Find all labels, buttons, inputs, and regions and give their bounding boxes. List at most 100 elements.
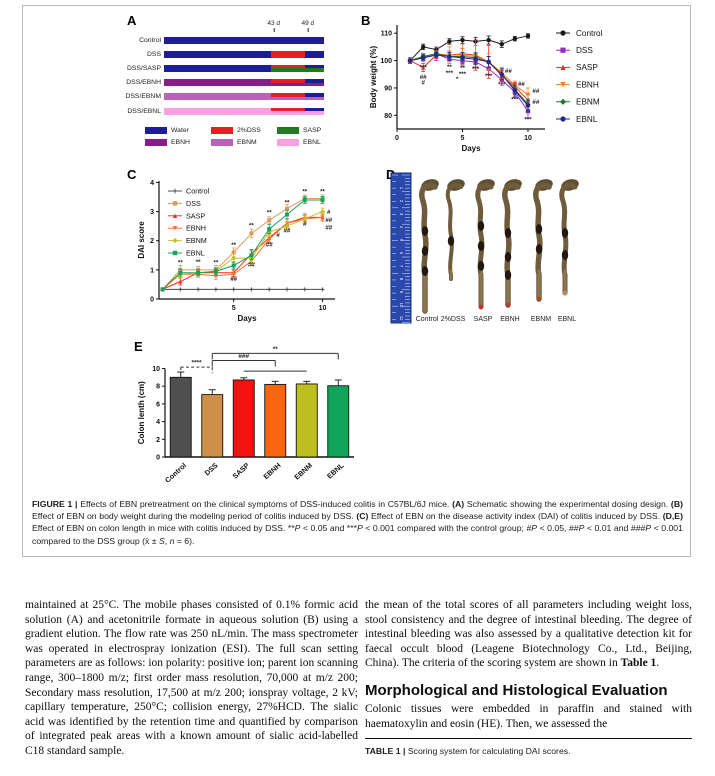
- svg-text:##: ##: [505, 68, 512, 75]
- figure-caption: FIGURE 1 | Effects of EBN pretreatment o…: [32, 499, 683, 546]
- panel-a-legend-item: EBNM: [211, 139, 277, 146]
- svg-text:11: 11: [399, 316, 404, 321]
- svg-text:***: ***: [511, 97, 519, 104]
- svg-text:Control: Control: [163, 461, 188, 485]
- svg-text:7: 7: [399, 265, 404, 268]
- timeline-mark: 43 d: [267, 20, 280, 32]
- dosing-bar: [164, 64, 324, 72]
- svg-text:***: ***: [498, 81, 506, 88]
- dosing-row: DSS/SASP: [115, 61, 361, 75]
- svg-text:4: 4: [156, 419, 160, 426]
- panel-a-legend-item: EBNL: [277, 139, 343, 146]
- svg-text:DSS: DSS: [186, 199, 201, 208]
- colon-group-label: EBNM: [531, 316, 551, 323]
- svg-text:**: **: [320, 189, 325, 196]
- svg-text:EBNM: EBNM: [186, 236, 207, 245]
- colon-group-label: 2%DSS: [441, 316, 466, 323]
- svg-text:**: **: [273, 346, 279, 353]
- svg-text:##: ##: [230, 276, 237, 283]
- svg-text:#: #: [276, 232, 280, 239]
- body-text-left-column: maintained at 25°C. The mobile phases co…: [25, 598, 358, 759]
- colon-photo-panel: 1 2 3 4 5 6 7 8 9 10 11 Control 2%DSS SASP EBNH EBNM EBN…: [389, 171, 664, 334]
- svg-text:10: 10: [399, 303, 404, 308]
- svg-text:DSS: DSS: [576, 46, 593, 55]
- svg-text:9: 9: [399, 291, 404, 294]
- svg-text:SASP: SASP: [186, 211, 205, 220]
- panel-a-legend-item: 2%DSS: [211, 127, 277, 134]
- svg-text:EBNL: EBNL: [576, 115, 598, 124]
- svg-text:110: 110: [381, 31, 392, 38]
- dosing-bar: [164, 36, 324, 44]
- svg-text:DAI score: DAI score: [137, 221, 146, 259]
- body-weight-line-chart: 80 90 100 110 0 5 10 Days Body weight (%) *** ## # *…: [367, 15, 667, 162]
- paragraph-scoring: the mean of the total scores of all para…: [365, 599, 692, 670]
- colon-specimen: [419, 179, 439, 314]
- panel-b-label: B: [361, 13, 371, 28]
- dosing-bar: [164, 79, 324, 87]
- svg-text:Days: Days: [237, 314, 257, 323]
- svg-text:**: **: [249, 223, 254, 230]
- section-heading: Morphological and Histological Evaluatio…: [365, 681, 668, 699]
- timeline-mark: 49 d: [301, 20, 314, 32]
- svg-text:Days: Days: [461, 144, 481, 153]
- svg-text:0: 0: [395, 135, 399, 142]
- svg-text:5: 5: [232, 305, 236, 312]
- svg-text:8: 8: [156, 384, 160, 391]
- svg-text:0: 0: [156, 455, 160, 462]
- svg-text:10: 10: [524, 135, 532, 142]
- svg-text:***: ***: [472, 66, 480, 73]
- colon-group-label: Control: [416, 316, 439, 323]
- dosing-row-label: DSS/EBNH: [126, 79, 161, 87]
- svg-text:4: 4: [399, 226, 404, 229]
- svg-text:**: **: [267, 210, 272, 217]
- svg-text:**: **: [178, 260, 183, 267]
- svg-text:EBNL: EBNL: [186, 249, 205, 258]
- svg-text:EBNM: EBNM: [576, 98, 600, 107]
- dosing-row: DSS: [115, 47, 361, 61]
- svg-text:4: 4: [150, 180, 154, 187]
- svg-text:**: **: [460, 65, 465, 72]
- dosing-row-label: DSS/SASP: [127, 64, 161, 72]
- svg-text:DSS: DSS: [203, 461, 220, 478]
- dosing-row-label: DSS: [147, 50, 161, 58]
- svg-text:10: 10: [152, 366, 160, 373]
- dosing-row-label: Control: [139, 36, 161, 44]
- svg-text:6: 6: [399, 252, 404, 255]
- colon-specimen: [502, 179, 522, 308]
- panel-a-label: A: [127, 13, 137, 28]
- svg-text:#: #: [421, 80, 425, 87]
- svg-text:80: 80: [384, 113, 392, 120]
- svg-text:EBNM: EBNM: [292, 461, 314, 482]
- svg-text:**: **: [231, 242, 236, 249]
- svg-text:90: 90: [384, 85, 392, 92]
- panel-a-legend-item: Water: [145, 127, 211, 134]
- svg-text:2: 2: [150, 238, 154, 245]
- svg-text:#: #: [327, 209, 331, 216]
- dosing-bar: [164, 107, 324, 115]
- svg-text:Control: Control: [186, 187, 210, 196]
- svg-text:**: **: [196, 259, 201, 266]
- colon-group-label: EBNL: [558, 316, 576, 323]
- svg-text:0: 0: [150, 297, 154, 304]
- svg-text:##: ##: [325, 217, 332, 224]
- body-text-right-column: the mean of the total scores of all para…: [365, 598, 692, 757]
- dosing-row: DSS/EBNH: [115, 76, 361, 90]
- svg-text:6: 6: [156, 401, 160, 408]
- dosing-row: DSS/EBNM: [115, 90, 361, 104]
- dosing-row: DSS/EBNL: [115, 104, 361, 118]
- chartE-svg: 0 2 4 6 8 10 Colon lenth (cm) Control DSS SASP EBN…: [137, 346, 354, 485]
- svg-text:EBNH: EBNH: [186, 224, 206, 233]
- dosing-bar: [164, 93, 324, 101]
- chartC-svg: 0 1 2 3 4 5 10 Days DAI score ** ** ** ** ** ** ** ** ** #…: [137, 180, 335, 323]
- svg-text:***: ***: [524, 116, 532, 123]
- svg-text:##: ##: [266, 242, 273, 249]
- colon-length-bar-chart: 0 2 4 6 8 10 Colon lenth (cm) Control DSS SASP EBN…: [135, 345, 370, 498]
- svg-text:EBNH: EBNH: [576, 80, 599, 89]
- svg-text:100: 100: [380, 58, 392, 65]
- colon-specimen: [533, 179, 553, 302]
- svg-text:***: ***: [485, 73, 493, 80]
- svg-text:#: #: [303, 221, 307, 228]
- svg-text:3: 3: [150, 209, 154, 216]
- colon-group-label: SASP: [474, 316, 493, 323]
